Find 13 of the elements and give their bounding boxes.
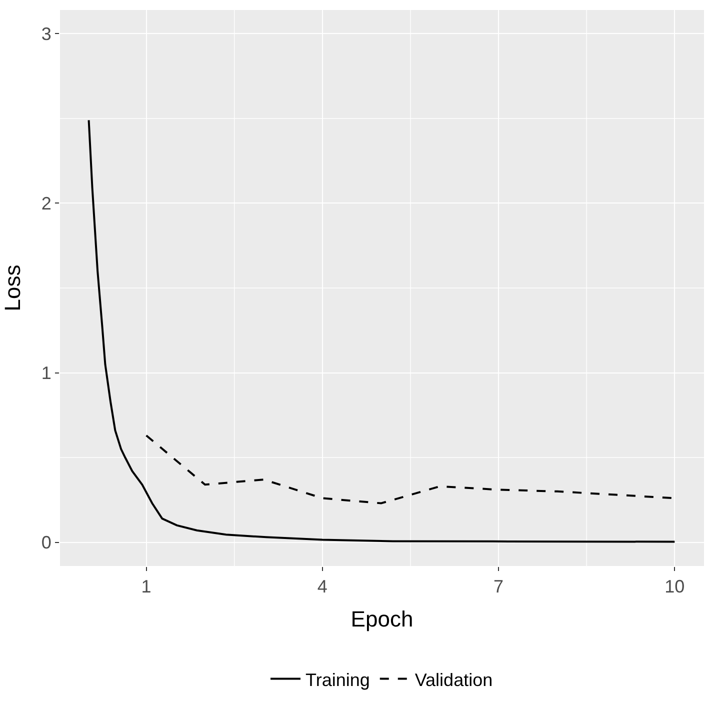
x-axis-title: Epoch [350,606,414,632]
line-series [88,119,676,543]
y-tick-label: 0 [41,532,52,553]
x-tick-label: 4 [317,576,328,597]
y-tick-label: 1 [41,363,52,384]
y-axis-title: Loss [0,264,25,312]
legend-label: Training [306,670,370,690]
x-tick-label: 7 [494,576,504,597]
y-tick-label: 3 [41,24,52,44]
x-tick-label: 10 [664,576,685,597]
x-tick-label: 1 [141,576,152,597]
legend-label: Validation [414,670,493,690]
y-tick-label: 2 [41,194,52,214]
